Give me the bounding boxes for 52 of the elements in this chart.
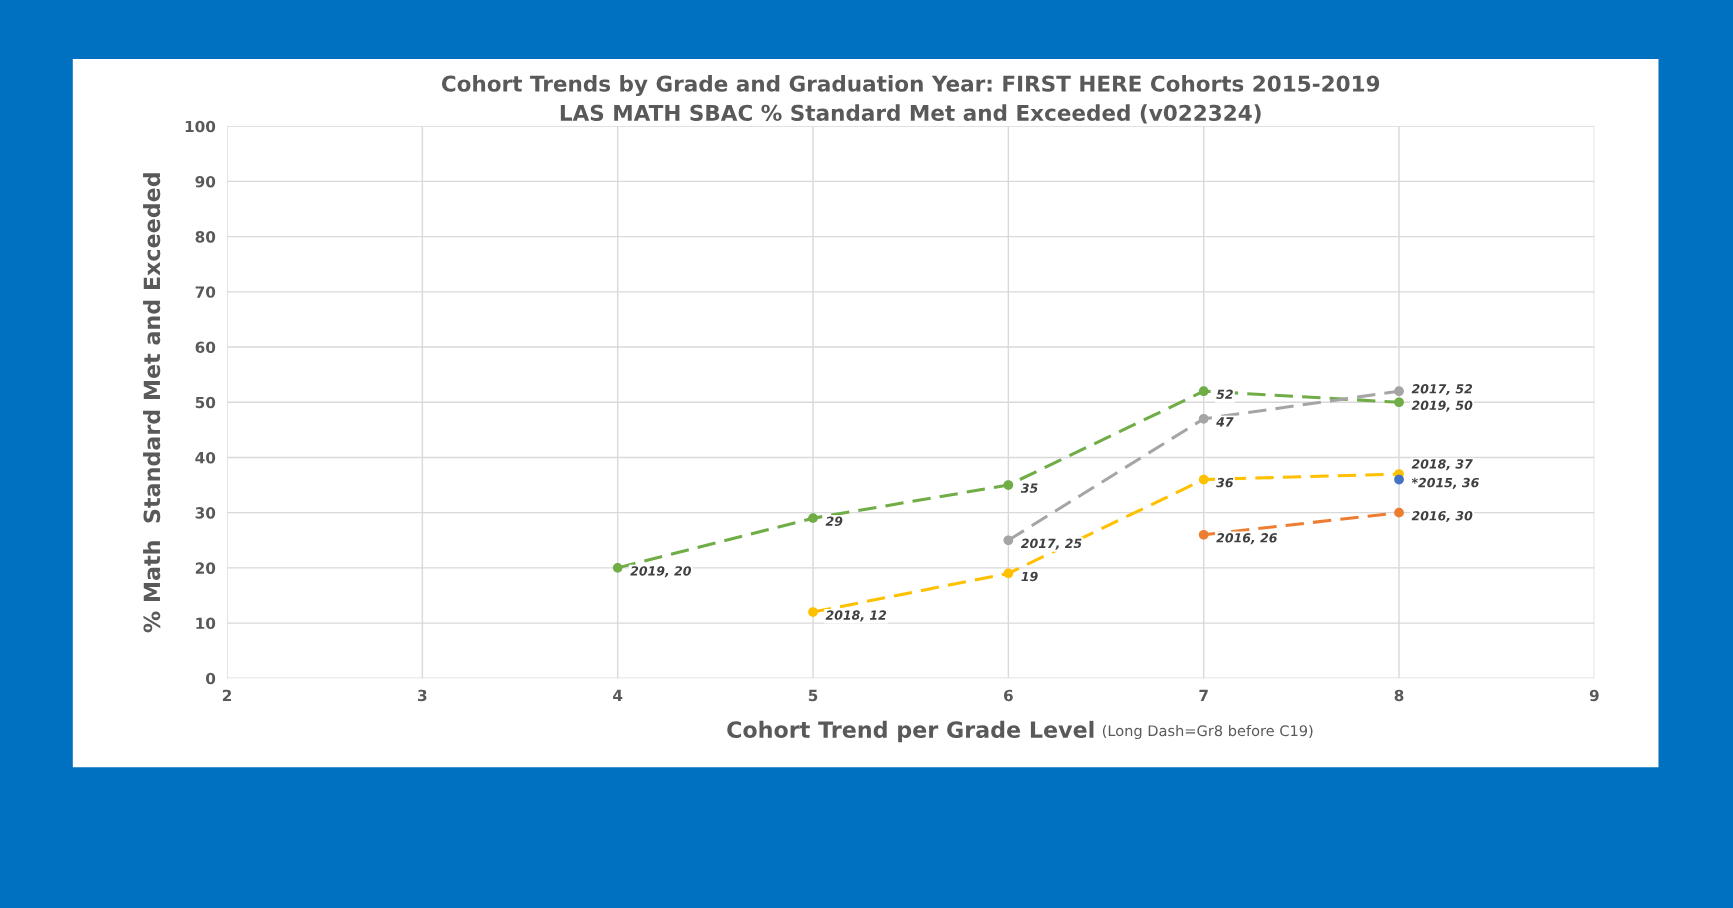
y-tick-label: 10 [196,617,216,630]
x-tick-label: 6 [1003,689,1013,702]
point [612,563,623,573]
data-label: 36 [1216,477,1234,488]
x-tick-label: 3 [418,689,427,702]
text: (Long Dash=Gr8 before C19) [1102,724,1313,740]
y-tick-label: 100 [185,120,216,133]
data-label: 35 [1020,483,1038,493]
data-label: 2016, 30 [1411,511,1473,523]
y-tick-label: 0 [206,672,216,685]
y-tick-label: 80 [195,231,216,243]
point [1198,413,1209,424]
data-label: 2019, 20 [630,566,692,578]
y-tick-label: 40 [195,451,216,464]
x-tick-label: 7 [1199,689,1208,701]
x-tick-label: 5 [808,689,818,702]
y-tick-label: 90 [195,175,216,188]
data-label: 2018, 37 [1411,459,1473,471]
data-label: 2016, 26 [1216,533,1278,545]
point [808,607,818,617]
y-tick-label: 50 [195,396,216,409]
y-tick-label: 30 [195,507,216,519]
x-axis-title: Cohort Trend per Grade Level [727,720,1094,743]
data-label: 47 [1216,417,1234,427]
y-tick-label: 20 [195,562,216,574]
x-tick-label: 9 [1589,689,1599,702]
data-label: 52 [1216,389,1233,399]
point [1394,474,1404,485]
point [1394,397,1404,408]
point [1394,507,1404,518]
point [1198,386,1209,397]
point [1394,386,1404,397]
data-label: 29 [825,516,843,526]
point [1198,474,1209,485]
point [1003,480,1014,490]
data-label: 19 [1021,571,1038,582]
point [808,513,818,524]
point [1198,529,1209,540]
data-label: 2017, 25 [1020,538,1082,550]
y-tick-label: 70 [195,286,216,298]
data-label: *2015, 36 [1411,477,1479,489]
data-label: 2017, 52 [1411,384,1473,396]
data-label: 2019, 50 [1411,400,1473,412]
point [1003,535,1014,546]
y-axis-title: % Math Standard Met and Exceeded [143,173,161,633]
y-tick-label: 60 [195,341,216,354]
x-tick-label: 4 [613,689,623,701]
data-label: 2018, 12 [825,610,887,622]
point [1003,568,1014,579]
x-tick-label: 8 [1394,689,1404,702]
chart-title: Cohort Trends by Grade and Graduation Year: FIRST HERE Cohorts 2015-2019 LAS MATH SBAC % Standard Met and Exceeded (v022324) [441,75,1380,124]
x-tick-label: 2 [222,689,232,701]
